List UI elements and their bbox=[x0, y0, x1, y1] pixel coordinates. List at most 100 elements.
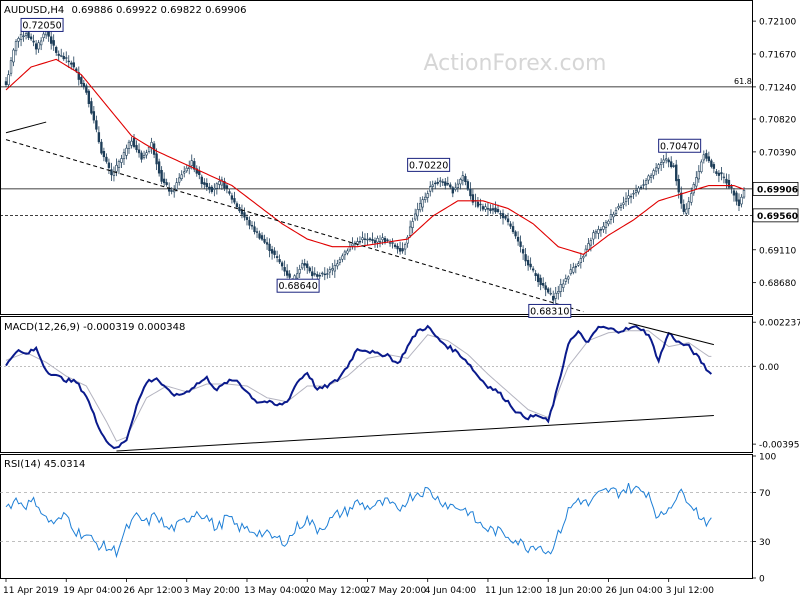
candle bbox=[270, 245, 274, 260]
rsi-layer bbox=[0, 482, 752, 559]
candle-body bbox=[208, 186, 211, 190]
candle-body bbox=[735, 192, 738, 202]
candle-body bbox=[193, 161, 196, 170]
candle bbox=[210, 185, 214, 194]
candle-body bbox=[529, 263, 532, 268]
candle-body bbox=[484, 206, 487, 210]
price-y-tick-label: 0.72100 bbox=[759, 18, 796, 28]
candle-body bbox=[413, 213, 417, 220]
candle-body bbox=[396, 245, 399, 250]
candle bbox=[235, 201, 239, 210]
candle bbox=[363, 233, 367, 246]
candle-body bbox=[62, 55, 65, 60]
candle bbox=[564, 274, 567, 285]
candle-body bbox=[416, 209, 419, 217]
candle-body bbox=[670, 161, 673, 168]
candle-body bbox=[285, 270, 289, 276]
candle-body bbox=[346, 250, 349, 254]
candle bbox=[612, 211, 615, 223]
candle bbox=[454, 182, 457, 192]
candle bbox=[667, 157, 670, 168]
level-label-text: 0.70220 bbox=[409, 160, 448, 171]
candle-body bbox=[381, 237, 384, 241]
candle bbox=[735, 190, 738, 206]
price-y-tick-label: 0.70390 bbox=[759, 148, 796, 158]
level-label-text: 0.68640 bbox=[278, 281, 317, 292]
candle bbox=[536, 272, 540, 287]
candle bbox=[167, 182, 171, 196]
candle bbox=[85, 83, 88, 95]
candle-body bbox=[451, 187, 454, 194]
candle bbox=[446, 176, 449, 186]
candle-body bbox=[255, 231, 259, 233]
candle-body bbox=[263, 238, 266, 243]
candle bbox=[155, 148, 158, 171]
candle bbox=[501, 209, 505, 225]
candle-body bbox=[183, 171, 186, 174]
candle-body bbox=[592, 232, 595, 240]
candle-body bbox=[609, 214, 613, 220]
candle-body bbox=[137, 149, 141, 154]
candle bbox=[705, 149, 708, 162]
candle bbox=[95, 115, 98, 133]
candle bbox=[627, 189, 630, 205]
candle bbox=[461, 171, 465, 186]
candle-body bbox=[446, 182, 449, 185]
candle bbox=[632, 190, 635, 199]
candle-body bbox=[494, 207, 497, 213]
candle-body bbox=[730, 186, 733, 189]
candle bbox=[597, 225, 600, 240]
candle bbox=[273, 247, 276, 259]
rsi-y-tick-label: 0 bbox=[759, 575, 765, 585]
candle bbox=[198, 166, 201, 180]
candle-body bbox=[60, 55, 63, 57]
candle-body bbox=[732, 190, 736, 196]
candle bbox=[42, 30, 45, 42]
candle-body bbox=[637, 187, 640, 193]
candle-body bbox=[597, 229, 600, 234]
candle bbox=[80, 75, 83, 87]
candle-body bbox=[235, 203, 239, 208]
candle bbox=[700, 159, 703, 174]
candle-body bbox=[383, 238, 387, 243]
candle-body bbox=[557, 291, 560, 294]
candle-body bbox=[117, 161, 121, 168]
candle-body bbox=[649, 175, 653, 178]
candle bbox=[303, 258, 306, 271]
candle bbox=[122, 148, 126, 166]
candle-body bbox=[37, 42, 40, 50]
candle bbox=[413, 208, 417, 222]
candle bbox=[491, 203, 495, 215]
candle-body bbox=[559, 284, 562, 292]
candle bbox=[544, 281, 547, 297]
candle-body bbox=[12, 49, 15, 63]
moving-average-layer bbox=[5, 58, 745, 255]
candle bbox=[436, 177, 439, 186]
candle-body bbox=[107, 162, 111, 168]
candle-body bbox=[175, 182, 178, 190]
level-label: 0.70470 bbox=[658, 138, 702, 153]
candle bbox=[102, 147, 106, 162]
macd-trendline-0 bbox=[116, 415, 714, 452]
candle bbox=[361, 231, 364, 244]
candle bbox=[624, 192, 628, 207]
candle bbox=[203, 178, 206, 190]
candle-body bbox=[481, 206, 485, 210]
price-y-tick-label: 0.71670 bbox=[759, 51, 796, 61]
candle bbox=[29, 33, 33, 41]
candle-body bbox=[343, 251, 347, 256]
candle-body bbox=[100, 141, 103, 154]
macd-panel-frame bbox=[0, 316, 753, 453]
level-label: 0.68310 bbox=[528, 303, 572, 318]
candle-body bbox=[328, 269, 331, 273]
candle bbox=[238, 204, 241, 213]
candle-body bbox=[506, 218, 510, 223]
rsi-label: RSI(14) 45.0314 bbox=[4, 459, 85, 470]
candle-body bbox=[147, 146, 151, 152]
candle bbox=[180, 170, 183, 181]
candle bbox=[137, 143, 141, 158]
candle-body bbox=[464, 176, 467, 182]
price-y-tick-label: 0.70820 bbox=[759, 116, 796, 126]
trendlines bbox=[5, 121, 584, 313]
